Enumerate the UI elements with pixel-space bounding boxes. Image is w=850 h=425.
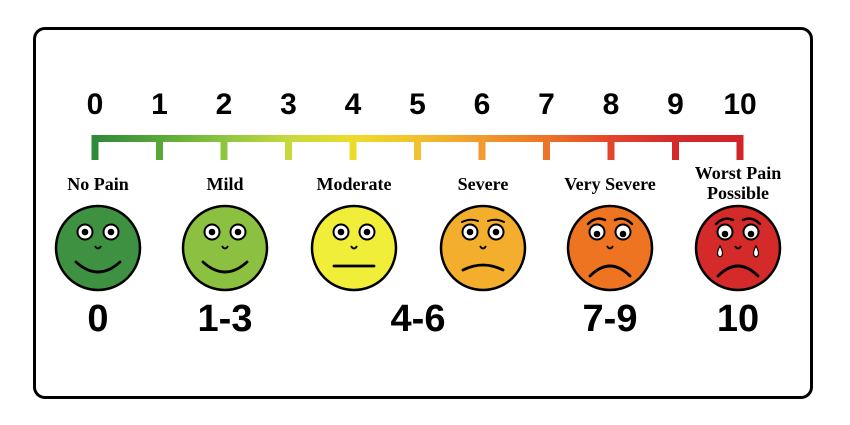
tick-number: 2	[215, 88, 233, 121]
face-neutral	[310, 204, 398, 292]
face-label: No Pain	[67, 174, 129, 194]
tick-number: 6	[473, 88, 491, 121]
tick-number: 7	[538, 88, 555, 121]
tick-number: 8	[602, 88, 620, 121]
tick-number: 9	[667, 88, 684, 121]
faces-row	[54, 204, 782, 292]
tick-number: 1	[151, 88, 168, 121]
gradient-bar	[91, 135, 744, 160]
range-label: 1-3	[197, 298, 253, 340]
tick-number: 3	[280, 88, 297, 121]
range-label: 10	[716, 298, 760, 340]
tick-mark	[349, 135, 357, 160]
face-label: Severe	[457, 174, 509, 194]
face-label: Very Severe	[564, 174, 656, 194]
tick-mark	[543, 135, 550, 160]
range-label: 7-9	[582, 298, 638, 340]
tick-number: 4	[344, 88, 362, 121]
pain-scale-frame	[33, 27, 813, 399]
face-frown	[439, 204, 527, 292]
tick-mark	[478, 135, 486, 160]
tick-mark	[414, 135, 421, 160]
tick-mark	[156, 135, 163, 160]
tick-mark	[607, 135, 615, 160]
tick-mark	[736, 135, 744, 160]
tick-number: 0	[86, 88, 104, 121]
face-label: Moderate	[316, 174, 392, 194]
tick-number: 5	[409, 88, 426, 121]
face-cry	[694, 204, 782, 292]
face-happy	[54, 204, 142, 292]
tick-mark	[285, 135, 292, 160]
range-label: 0	[87, 298, 109, 340]
face-label: Worst Pain Possible	[694, 163, 782, 203]
range-label: 4-6	[390, 298, 446, 340]
face-happy	[181, 204, 269, 292]
face-sad	[566, 204, 654, 292]
tick-mark	[672, 135, 679, 160]
tick-number: 10	[723, 88, 757, 121]
face-label: Mild	[206, 174, 244, 194]
tick-mark	[91, 135, 99, 160]
tick-mark	[220, 135, 228, 160]
